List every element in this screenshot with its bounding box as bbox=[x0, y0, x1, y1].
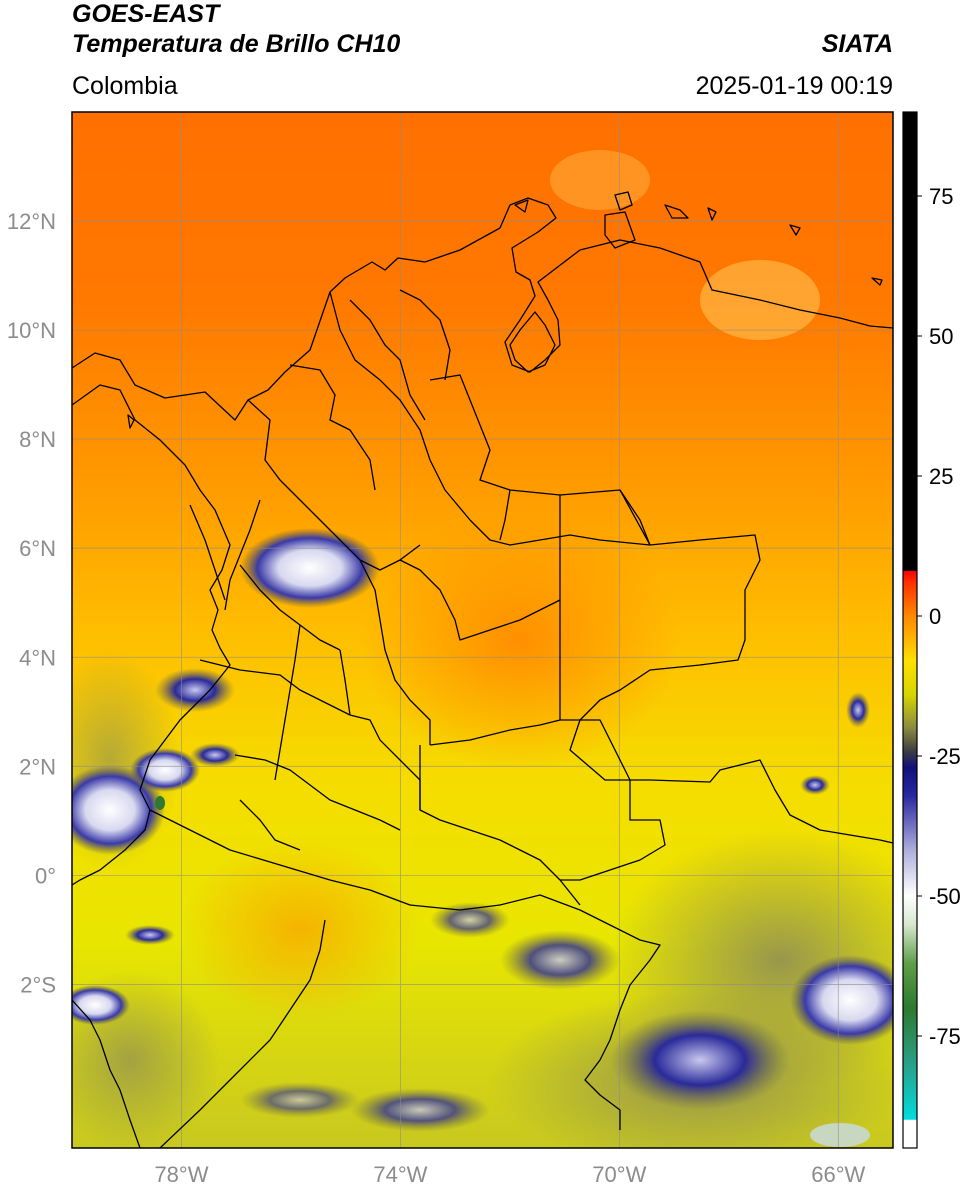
lat-tick-label: 8°N bbox=[19, 427, 56, 452]
graticule bbox=[72, 112, 893, 1148]
border-colombia-south bbox=[149, 809, 661, 1130]
brand-label: SIATA bbox=[821, 30, 893, 58]
coastline-caribbean bbox=[72, 197, 893, 421]
lat-tick-label: 2°S bbox=[20, 972, 56, 997]
lat-tick-label: 10°N bbox=[7, 318, 56, 343]
coastline-pacific bbox=[72, 384, 231, 886]
lon-tick-label: 78°W bbox=[154, 1162, 208, 1187]
lon-tick-label: 66°W bbox=[811, 1162, 865, 1187]
boundaries bbox=[72, 191, 893, 1148]
colorbar-tick-label: 0 bbox=[929, 604, 941, 629]
satellite-imagery bbox=[72, 112, 893, 1148]
timestamp-label: 2025-01-19 00:19 bbox=[695, 72, 893, 100]
product-title: Temperatura de Brillo CH10 bbox=[72, 30, 401, 58]
colorbar-tick-label: -50 bbox=[929, 884, 961, 909]
convective-cell bbox=[240, 528, 380, 608]
lon-tick-label: 74°W bbox=[373, 1162, 427, 1187]
colorbar-scale bbox=[903, 112, 917, 1148]
lat-tick-label: 0° bbox=[35, 863, 56, 888]
latitude-labels: 12°N 10°N 8°N 6°N 4°N 2°N 0° 2°S bbox=[7, 209, 56, 997]
lat-tick-label: 6°N bbox=[19, 536, 56, 561]
map-frame bbox=[71, 111, 894, 1149]
colorbar-tick-label: 75 bbox=[929, 184, 953, 209]
colorbar-tick-label: -75 bbox=[929, 1024, 961, 1049]
region-label: Colombia bbox=[72, 72, 178, 100]
lake-maracaibo bbox=[509, 311, 556, 373]
lat-tick-label: 4°N bbox=[19, 645, 56, 670]
longitude-labels: 78°W 74°W 70°W 66°W bbox=[154, 1162, 865, 1187]
colorbar-tick-label: 50 bbox=[929, 324, 953, 349]
colorbar-tick-label: 25 bbox=[929, 464, 953, 489]
colorbar-tick-label: -25 bbox=[929, 744, 961, 769]
lat-tick-label: 2°N bbox=[19, 754, 56, 779]
border-colombia-venezuela bbox=[429, 374, 893, 844]
lon-tick-label: 70°W bbox=[592, 1162, 646, 1187]
colorbar: 75 50 25 0 -25 -50 -75 bbox=[902, 111, 961, 1149]
colorbar-frame bbox=[902, 111, 918, 1149]
satellite-title: GOES-EAST bbox=[72, 0, 220, 28]
lat-tick-label: 12°N bbox=[7, 209, 56, 234]
